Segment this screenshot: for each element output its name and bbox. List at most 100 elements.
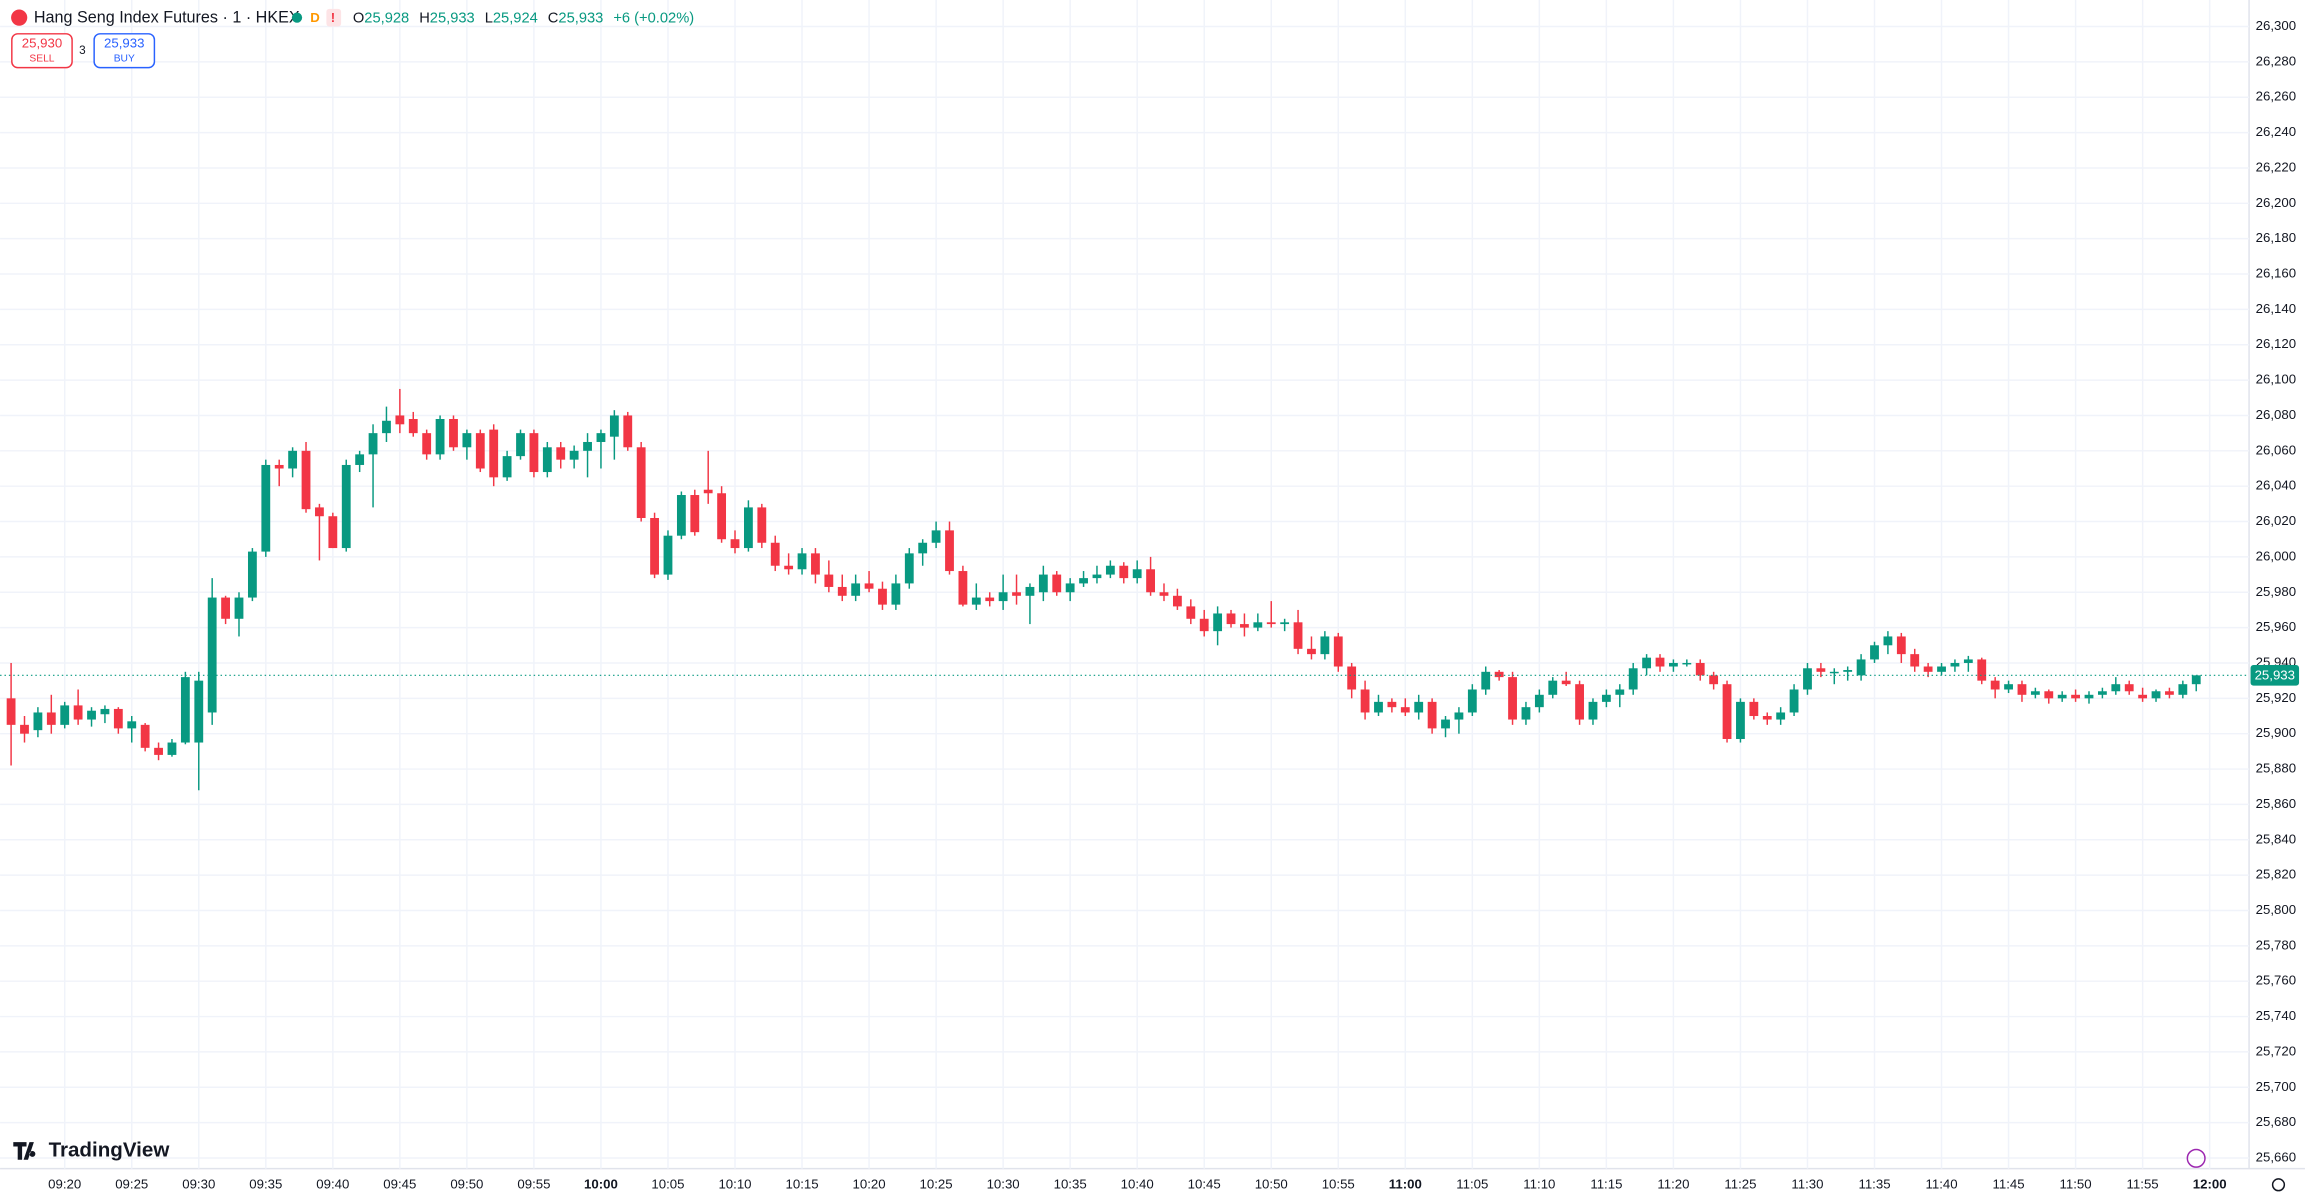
candle-body (46, 712, 56, 725)
candle-body (234, 597, 244, 619)
candle-body (1427, 701, 1437, 729)
candle-body (2178, 684, 2188, 695)
x-tick-label: 11:45 (1993, 1176, 2025, 1191)
candle-body (1307, 648, 1316, 655)
y-tick-label: 25,740 (2256, 1008, 2296, 1023)
candle-body (2111, 684, 2121, 692)
candle-body (1896, 636, 1906, 655)
candle-body (1159, 592, 1169, 596)
x-tick-label: 09:25 (115, 1176, 148, 1191)
x-tick-label: 11:50 (2060, 1176, 2092, 1191)
x-tick-label: 11:35 (1858, 1176, 1890, 1191)
y-tick-label: 25,760 (2256, 973, 2296, 988)
x-tick-label: 10:00 (584, 1176, 618, 1191)
candle-body (100, 708, 110, 715)
candle-body (1749, 701, 1759, 717)
buy-button[interactable] (93, 33, 156, 69)
x-tick-label: 10:05 (651, 1176, 684, 1191)
candle-body (261, 464, 271, 552)
candle-body (1347, 666, 1357, 690)
x-tick-label: 11:25 (1724, 1176, 1756, 1191)
y-tick-label: 26,100 (2256, 372, 2296, 387)
candle-body (1119, 565, 1129, 579)
candle-body (1494, 671, 1504, 678)
y-tick-label: 26,080 (2256, 407, 2296, 422)
x-tick-label: 09:40 (316, 1176, 349, 1191)
candle-body (1293, 622, 1303, 649)
candle-body (1870, 645, 1879, 660)
candle-body (516, 433, 525, 457)
y-tick-label: 26,020 (2256, 513, 2296, 528)
candle-body (2165, 691, 2174, 695)
c-value: 25,933 (558, 10, 603, 26)
x-tick-label: 11:20 (1657, 1176, 1689, 1191)
candle-body (194, 680, 204, 743)
candle-body (904, 553, 914, 584)
candle-body (1843, 670, 1853, 672)
candle-body (1172, 595, 1182, 607)
candle-body (315, 507, 324, 517)
candle-body (87, 710, 96, 720)
candle-body (1199, 618, 1209, 632)
candle-body (1132, 569, 1142, 579)
candle-body (824, 574, 834, 587)
candle-body (1883, 636, 1893, 646)
candle-body (2004, 684, 2013, 690)
candle-body (462, 433, 472, 448)
candle-body (569, 450, 579, 460)
candles (6, 388, 2201, 791)
candle-body (730, 539, 740, 549)
candle-body (1655, 657, 1665, 667)
candle-body (154, 747, 163, 755)
candle-body (1628, 668, 1638, 690)
candle-body (1950, 662, 1960, 667)
candle-body (1910, 654, 1920, 667)
candle-body (435, 418, 445, 455)
candle-body (1642, 657, 1652, 669)
candle-body (1333, 636, 1343, 667)
candle-body (1374, 701, 1383, 713)
candle-body (1561, 680, 1571, 685)
h-value: 25,933 (430, 10, 475, 26)
buy-label: BUY (114, 54, 135, 65)
x-tick-label: 10:40 (1121, 1176, 1154, 1191)
candle-body (2124, 684, 2134, 692)
candle-body (1253, 622, 1263, 628)
candle-body (1320, 636, 1330, 655)
grid (0, 0, 2250, 1169)
candle-body (1186, 606, 1196, 619)
candle-body (1548, 680, 1558, 695)
candle-body (797, 553, 807, 570)
settings-button[interactable] (2271, 1178, 2286, 1192)
candle-body (2057, 694, 2067, 699)
candle-body (676, 495, 686, 536)
y-tick-label: 25,980 (2256, 584, 2296, 599)
candle-body (140, 724, 150, 748)
candle-body (2097, 691, 2107, 695)
candle-body (998, 592, 1008, 602)
y-tick-label: 25,840 (2256, 831, 2296, 846)
x-tick-label: 10:50 (1255, 1176, 1288, 1191)
y-tick-label: 25,780 (2256, 937, 2296, 952)
candle-body (355, 454, 365, 465)
candle-body (529, 433, 539, 473)
candle-body (1226, 613, 1236, 625)
lightning-button[interactable] (2186, 1148, 2206, 1168)
candle-body (489, 429, 499, 478)
symbol-icon (11, 9, 28, 26)
header: Hang Seng Index Futures · 1 · HKEX D ! O… (11, 9, 694, 27)
candle-body (1213, 613, 1223, 632)
buy-price: 25,933 (104, 36, 144, 51)
x-tick-label: 11:30 (1791, 1176, 1823, 1191)
candle-body (958, 571, 968, 605)
candle-body (1441, 719, 1450, 729)
candle-body (663, 535, 673, 575)
sell-button[interactable] (11, 33, 73, 69)
candle-body (703, 489, 713, 494)
x-tick-label: 11:55 (2127, 1176, 2159, 1191)
candle-body (837, 586, 847, 596)
candle-body (891, 583, 901, 605)
candle-body (221, 597, 230, 619)
last-price-label: 25,933 (2255, 668, 2295, 683)
